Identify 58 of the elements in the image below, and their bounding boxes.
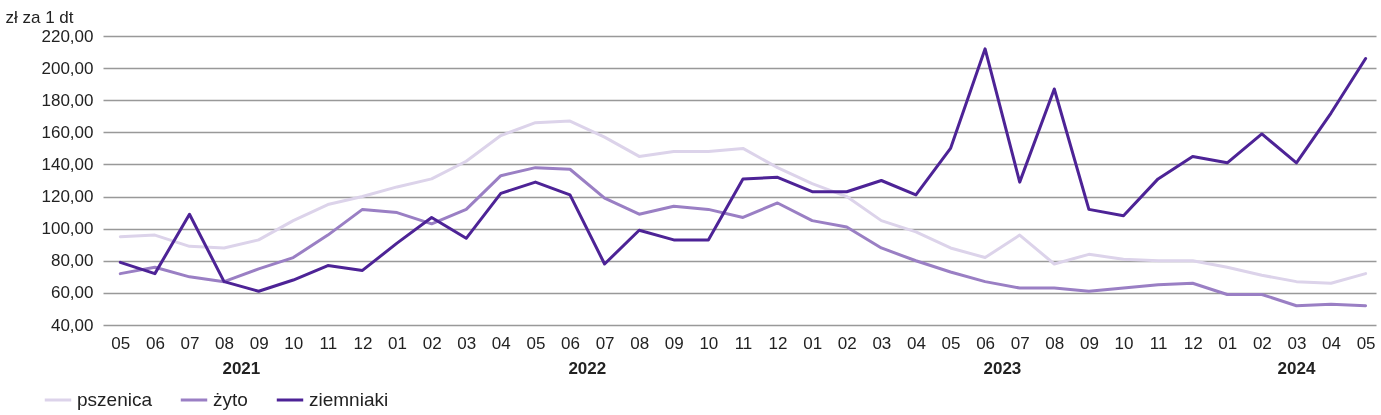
- x-tick-label: 01: [803, 333, 823, 353]
- x-tick-label: 05: [526, 333, 546, 353]
- y-tick-label: 180,00: [41, 90, 94, 110]
- x-tick-label: 03: [872, 333, 892, 353]
- y-tick-label: 200,00: [41, 58, 94, 78]
- x-tick-label: 04: [1322, 333, 1341, 353]
- x-tick-label: 12: [768, 333, 788, 353]
- y-tick-label: 160,00: [41, 122, 94, 142]
- x-tick-label: 02: [837, 333, 857, 353]
- x-tick-label: 07: [1010, 333, 1030, 353]
- x-tick-label: 11: [1149, 333, 1168, 353]
- x-tick-label: 08: [630, 333, 650, 353]
- y-tick-label: 60,00: [50, 283, 94, 303]
- x-tick-label: 09: [1079, 333, 1099, 353]
- x-tick-label: 03: [1287, 333, 1307, 353]
- x-tick-label: 11: [734, 333, 753, 353]
- y-tick-label: 120,00: [41, 187, 94, 207]
- text: 2022: [568, 359, 607, 378]
- x-tick-label: 11: [319, 333, 338, 353]
- x-tick-label: 06: [145, 333, 165, 353]
- x-tick-label: 05: [941, 333, 961, 353]
- x-tick-label: 10: [699, 333, 719, 353]
- x-tick-label: 03: [457, 333, 477, 353]
- x-tick-label: 09: [664, 333, 684, 353]
- y-tick-label: 80,00: [50, 251, 94, 271]
- y-axis-title: zł za 1 dt: [5, 7, 74, 27]
- text: 2021: [222, 359, 261, 378]
- x-tick-label: 04: [491, 333, 511, 353]
- x-tick-label: 07: [180, 333, 200, 353]
- x-tick-label: 04: [906, 333, 926, 353]
- x-tick-label: 12: [1183, 333, 1203, 353]
- x-tick-label: 09: [249, 333, 269, 353]
- x-tick-label: 07: [595, 333, 615, 353]
- x-tick-label: 12: [353, 333, 373, 353]
- y-tick-label: 140,00: [41, 154, 94, 174]
- x-tick-label: 05: [111, 333, 131, 353]
- x-tick-label: 06: [976, 333, 996, 353]
- line-series: [118, 119, 1368, 285]
- y-tick-label: 220,00: [41, 26, 94, 46]
- x-tick-label: 02: [1252, 333, 1272, 353]
- legend-label: ziemniaki: [309, 389, 389, 410]
- legend-label: żyto: [213, 389, 248, 410]
- x-tick-label: 02: [422, 333, 442, 353]
- legend-label: pszenica: [77, 389, 153, 410]
- line-series: [118, 47, 1368, 293]
- x-tick-label: 10: [284, 333, 304, 353]
- x-tick-label: 06: [561, 333, 580, 353]
- x-tick-label: 10: [1114, 333, 1134, 353]
- y-tick-label: 40,00: [50, 315, 94, 335]
- line-series: [118, 166, 1368, 308]
- text: 2023: [983, 359, 1022, 378]
- x-tick-label: 08: [215, 333, 235, 353]
- y-tick-label: 100,00: [41, 219, 94, 239]
- text: 2024: [1277, 359, 1316, 378]
- x-tick-label: 01: [388, 333, 407, 353]
- x-tick-label: 01: [1218, 333, 1238, 353]
- x-tick-label: 05: [1356, 333, 1376, 353]
- x-tick-label: 08: [1045, 333, 1065, 353]
